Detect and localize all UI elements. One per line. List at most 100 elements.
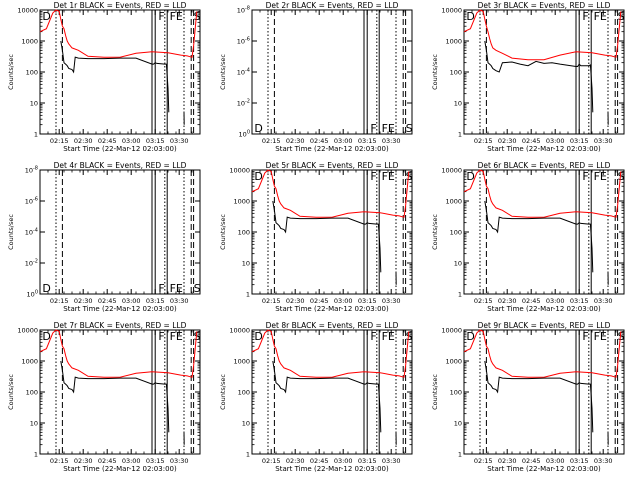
x-tick-label: 03:15 <box>146 457 165 465</box>
x-tick-label: 02:15 <box>262 457 281 465</box>
y-tick-label: 10-6 <box>237 37 250 46</box>
flag-letter: F <box>582 10 588 23</box>
x-tick-label: 03:30 <box>382 457 401 465</box>
flag-letter: S <box>618 330 625 343</box>
flag-letter: FE <box>170 282 183 295</box>
y-axis-label: Counts/sec <box>219 214 227 250</box>
y-tick-label: 1 <box>246 451 250 459</box>
x-tick-label: 02:15 <box>474 457 493 465</box>
x-tick-label: 02:45 <box>310 297 329 305</box>
events-rate-line <box>272 200 382 273</box>
flag-letter: S <box>194 10 201 23</box>
panel-det-2r: Det 2r BLACK = Events, RED = LLD 100 10-2 1… <box>219 1 413 153</box>
x-tick-label: 03:30 <box>382 137 401 145</box>
x-tick-label: 03:15 <box>570 457 589 465</box>
y-tick-label: 1000 <box>21 358 38 366</box>
x-tick-label: 02:45 <box>310 457 329 465</box>
panel-det-7r: Det 7r BLACK = Events, RED = LLD 1 10 100 10… <box>7 321 201 473</box>
y-tick-label: 10000 <box>229 327 250 335</box>
y-tick-label: 10000 <box>17 327 38 335</box>
flag-letter: FE <box>594 330 607 343</box>
y-tick-label: 100 <box>26 389 38 397</box>
y-tick-label: 1 <box>458 131 462 139</box>
panel-det-1r: Det 1r BLACK = Events, RED = LLD 1 10 100 10… <box>7 1 201 153</box>
x-tick-label: 02:15 <box>50 297 69 305</box>
events-rate-line <box>272 360 382 433</box>
y-tick-label: 100 <box>238 229 250 237</box>
events-rate-line <box>60 360 170 433</box>
flag-letter: FE <box>594 10 607 23</box>
y-tick-label: 10 <box>30 420 38 428</box>
y-axis-label: Counts/sec <box>7 374 15 410</box>
x-tick-label: 03:30 <box>170 457 189 465</box>
y-tick-label: 1000 <box>233 198 250 206</box>
flag-letter: FE <box>382 330 395 343</box>
flag-letter: F <box>582 170 588 183</box>
y-tick-label: 1000 <box>233 358 250 366</box>
panel-title: Det 4r BLACK = Events, RED = LLD <box>54 161 187 170</box>
plot-frame <box>39 169 201 295</box>
panel-det-4r: Det 4r BLACK = Events, RED = LLD 100 10-2 1… <box>7 161 201 313</box>
y-tick-label: 10 <box>454 100 462 108</box>
flag-letter: S <box>618 10 625 23</box>
panel-title: Det 6r BLACK = Events, RED = LLD <box>478 161 611 170</box>
events-rate-line <box>484 40 594 113</box>
x-axis-label: Start Time (22-Mar-12 02:03:00) <box>487 465 601 473</box>
y-tick-label: 10 <box>242 260 250 268</box>
flag-letter: FE <box>594 170 607 183</box>
x-tick-label: 03:00 <box>122 297 141 305</box>
y-axis-label: Counts/sec <box>431 54 439 90</box>
flag-letter: FE <box>382 122 395 135</box>
x-tick-label: 02:45 <box>98 457 117 465</box>
x-tick-label: 02:45 <box>98 137 117 145</box>
y-axis-label: Counts/sec <box>219 374 227 410</box>
flag-letter: F <box>158 10 164 23</box>
lld-rate-line <box>251 169 410 218</box>
y-tick-label: 10000 <box>441 327 462 335</box>
lld-rate-line <box>463 329 622 378</box>
x-tick-label: 03:15 <box>146 137 165 145</box>
y-tick-label: 100 <box>26 69 38 77</box>
flag-letter: F <box>370 170 376 183</box>
panel-title: Det 8r BLACK = Events, RED = LLD <box>266 321 399 330</box>
x-tick-label: 02:45 <box>98 297 117 305</box>
events-rate-line <box>484 360 594 433</box>
x-axis-label: Start Time (22-Mar-12 02:03:00) <box>63 145 177 153</box>
y-tick-label: 10 <box>454 260 462 268</box>
panel-det-6r: Det 6r BLACK = Events, RED = LLD 1 10 100 10… <box>431 161 625 313</box>
flag-letter: D <box>254 330 262 343</box>
x-tick-label: 02:15 <box>262 137 281 145</box>
events-rate-line <box>484 200 594 273</box>
x-axis-label: Start Time (22-Mar-12 02:03:00) <box>487 145 601 153</box>
flag-letter: D <box>466 10 474 23</box>
panel-title: Det 2r BLACK = Events, RED = LLD <box>266 1 399 10</box>
flag-letter: D <box>466 170 474 183</box>
x-tick-label: 02:30 <box>498 457 517 465</box>
x-tick-label: 02:15 <box>262 297 281 305</box>
y-tick-label: 10000 <box>441 7 462 15</box>
x-tick-label: 03:15 <box>358 297 377 305</box>
lld-rate-line <box>39 9 198 58</box>
x-tick-label: 03:15 <box>358 137 377 145</box>
x-tick-label: 02:45 <box>310 137 329 145</box>
x-tick-label: 02:45 <box>522 457 541 465</box>
x-axis-label: Start Time (22-Mar-12 02:03:00) <box>63 465 177 473</box>
flag-letter: F <box>158 330 164 343</box>
panel-title: Det 1r BLACK = Events, RED = LLD <box>54 1 187 10</box>
y-tick-label: 10000 <box>17 7 38 15</box>
y-axis-label: Counts/sec <box>7 54 15 90</box>
y-tick-label: 10 <box>30 100 38 108</box>
y-tick-label: 100 <box>450 229 462 237</box>
x-tick-label: 03:00 <box>122 457 141 465</box>
x-tick-label: 03:00 <box>546 137 565 145</box>
plot-frame <box>251 9 413 135</box>
y-tick-label: 10000 <box>441 167 462 175</box>
x-tick-label: 03:15 <box>146 297 165 305</box>
x-tick-label: 03:00 <box>546 297 565 305</box>
panel-det-9r: Det 9r BLACK = Events, RED = LLD 1 10 100 10… <box>431 321 625 473</box>
x-axis-label: Start Time (22-Mar-12 02:03:00) <box>63 305 177 313</box>
x-tick-label: 02:30 <box>74 457 93 465</box>
x-tick-label: 03:30 <box>382 297 401 305</box>
panel-det-8r: Det 8r BLACK = Events, RED = LLD 1 10 100 10… <box>219 321 413 473</box>
flag-letter: S <box>194 330 201 343</box>
